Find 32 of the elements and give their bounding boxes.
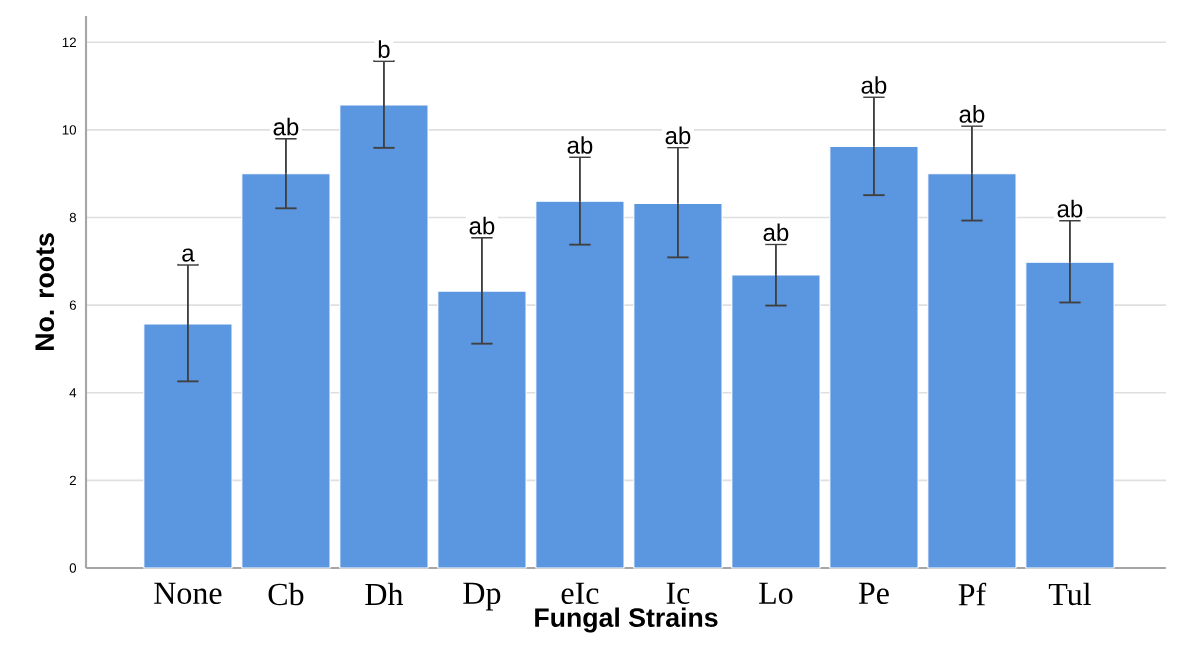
annotation: ab [567, 136, 593, 154]
bar [829, 145, 919, 569]
bar [339, 104, 429, 569]
bar [437, 290, 527, 569]
x-tick-label: Cb [268, 582, 304, 606]
annotation: ab [469, 216, 495, 235]
x-tick-label: Dp [463, 582, 501, 611]
bar [731, 274, 821, 569]
x-tick-label: None [154, 582, 222, 604]
annotation: ab [273, 117, 299, 136]
x-tick-label: Pe [858, 582, 889, 604]
y-axis-title: No. roots [35, 233, 55, 350]
x-tick-label: Dh [365, 582, 404, 605]
annotation: ab [763, 223, 789, 242]
x-axis-title: Fungal Strains [535, 607, 718, 633]
annotation: ab [1057, 199, 1083, 218]
annotation: ab [959, 105, 985, 123]
x-tick-label: Lo [759, 582, 793, 604]
bar [241, 173, 331, 569]
annotation: a [182, 248, 195, 262]
annotation: b [378, 40, 390, 58]
x-tick-label: Ic [666, 582, 690, 604]
annotation: ab [665, 126, 691, 145]
annotation: ab [861, 76, 887, 94]
bar [143, 323, 233, 569]
bar [927, 173, 1017, 569]
bar [1025, 261, 1115, 569]
bar [633, 202, 723, 569]
x-tick-label: eIc [561, 582, 599, 604]
x-tick-label: Pf [958, 582, 987, 606]
x-tick-label: Tul [1048, 582, 1091, 606]
bar [535, 200, 625, 569]
